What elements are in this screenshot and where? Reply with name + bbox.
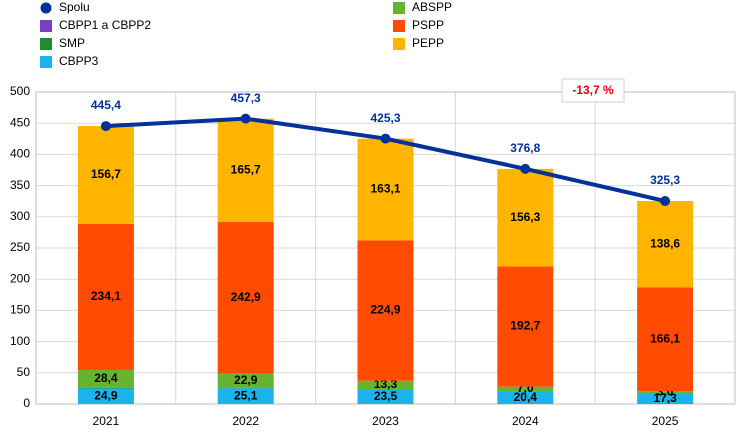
- total-label: 425,3: [370, 111, 400, 125]
- legend-swatch: [40, 20, 52, 32]
- total-marker: [520, 163, 531, 174]
- bar-segment: [637, 391, 694, 394]
- legend-swatch: [393, 38, 405, 50]
- bar-segment: [77, 369, 134, 388]
- x-tick-label: 2021: [93, 414, 120, 428]
- bar-segment: [637, 287, 694, 392]
- bar-segment: [497, 266, 554, 387]
- x-tick-label: 2022: [232, 414, 259, 428]
- data-label: 28,4: [94, 371, 118, 385]
- data-label: 138,6: [650, 236, 680, 250]
- data-label: 242,9: [231, 290, 261, 304]
- data-label: 156,3: [510, 210, 540, 224]
- y-tick-label: 300: [10, 209, 30, 223]
- data-label: 156,7: [91, 167, 121, 181]
- legend-label: PEPP: [412, 36, 444, 50]
- total-marker: [380, 133, 391, 144]
- bar-segment: [77, 126, 134, 224]
- annotation: -13,7 %: [572, 83, 614, 97]
- bar-segment: [77, 223, 134, 370]
- bar-segment: [217, 118, 274, 223]
- data-label: 166,1: [650, 331, 680, 345]
- legend-label: Spolu: [59, 0, 90, 14]
- legend-swatch: [393, 2, 405, 14]
- bar-segment: [357, 240, 414, 381]
- data-label: 22,9: [234, 373, 258, 387]
- data-label: 192,7: [510, 319, 540, 333]
- data-label: 234,1: [91, 289, 121, 303]
- y-tick-label: 150: [10, 303, 30, 317]
- total-marker: [660, 196, 671, 207]
- total-label: 445,4: [91, 98, 121, 112]
- bar-segment: [637, 393, 694, 404]
- legend-label: CBPP1 a CBPP2: [59, 18, 151, 32]
- legend-swatch: [40, 38, 52, 50]
- legend-swatch: [393, 20, 405, 32]
- legend-label: SMP: [59, 36, 85, 50]
- y-tick-label: 450: [10, 115, 30, 129]
- bar-segment: [77, 388, 134, 404]
- y-tick-label: 400: [10, 147, 30, 161]
- bar-segment: [217, 388, 274, 404]
- bar-segment: [357, 389, 414, 404]
- x-tick-label: 2025: [652, 414, 679, 428]
- y-tick-label: 50: [17, 365, 31, 379]
- bar-segment: [497, 386, 554, 392]
- bar-segment: [217, 373, 274, 388]
- data-label: 20,4: [514, 390, 538, 404]
- data-label: 24,9: [94, 388, 118, 402]
- data-label: 163,1: [370, 182, 400, 196]
- y-tick-label: 100: [10, 334, 30, 348]
- bar-segment: [637, 201, 694, 288]
- bar-segment: [217, 222, 274, 374]
- x-tick-label: 2024: [512, 414, 539, 428]
- legend-label: PSPP: [412, 18, 444, 32]
- data-label: 23,5: [374, 389, 398, 403]
- total-label: 376,8: [510, 141, 540, 155]
- x-tick-label: 2023: [372, 414, 399, 428]
- total-marker: [100, 121, 111, 132]
- y-tick-label: 500: [10, 84, 30, 98]
- bar-segment: [497, 168, 554, 267]
- bar-segment: [497, 391, 554, 404]
- y-tick-label: 250: [10, 240, 30, 254]
- legend-swatch: [40, 56, 52, 68]
- legend-marker: [40, 2, 52, 14]
- total-label: 325,3: [650, 173, 680, 187]
- legend-label: ABSPP: [412, 0, 452, 14]
- total-marker: [240, 113, 251, 124]
- data-label: 165,7: [231, 163, 261, 177]
- legend-label: CBPP3: [59, 54, 99, 68]
- y-tick-label: 0: [23, 396, 30, 410]
- bar-segment: [77, 387, 134, 389]
- y-tick-label: 200: [10, 271, 30, 285]
- y-tick-label: 350: [10, 178, 30, 192]
- bar-segment: [357, 138, 414, 241]
- total-label: 457,3: [231, 91, 261, 105]
- bar-segment: [357, 380, 414, 390]
- data-label: 17,3: [653, 391, 677, 405]
- data-label: 224,9: [370, 303, 400, 317]
- annotation-box: [561, 78, 625, 103]
- data-label: 25,1: [234, 388, 258, 402]
